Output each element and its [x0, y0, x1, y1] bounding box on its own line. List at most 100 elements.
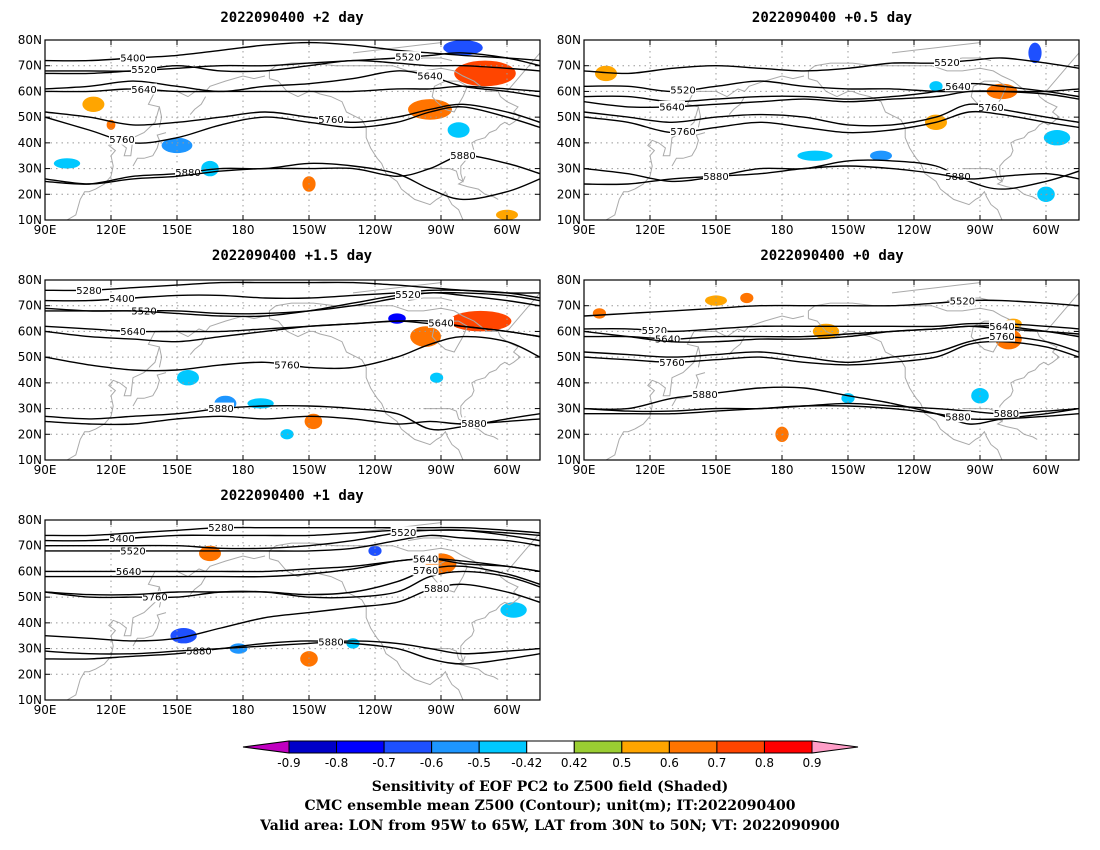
lon-tick-label: 150W [831, 223, 866, 237]
coastline [132, 132, 167, 167]
lat-tick-label: 60N [18, 84, 42, 98]
contour-line [584, 405, 1079, 421]
sensitivity-blob [740, 292, 754, 304]
colorbar-swatch [431, 740, 480, 754]
coastline [506, 532, 540, 572]
contour-label: 5760 [670, 127, 695, 138]
contour-line [45, 583, 540, 642]
lon-tick-label: 90E [34, 703, 57, 717]
lat-tick-label: 60N [557, 84, 581, 98]
contour-line [584, 159, 1079, 190]
contour-label-bg [131, 83, 157, 95]
contour-label: 5520 [642, 326, 667, 337]
lon-tick-label: 90E [34, 223, 57, 237]
gridlines [45, 520, 540, 700]
sensitivity-blob [705, 295, 727, 306]
coastline [891, 42, 981, 54]
coastline [269, 558, 464, 700]
lat-tick-label: 70N [18, 539, 42, 553]
contour-label-bg [186, 645, 212, 657]
colorbar-swatch [716, 740, 765, 754]
colorbar-tick-label: 0.42 [561, 756, 588, 770]
contour-label: 5400 [120, 54, 145, 65]
contour-label: 5880 [461, 419, 486, 430]
sensitivity-blob [592, 308, 607, 319]
contour-label-bg [412, 564, 439, 576]
lat-tick-label: 50N [18, 590, 42, 604]
contour-label-bg [945, 411, 971, 423]
caption-line-1: Sensitivity of EOF PC2 to Z500 field (Sh… [372, 779, 728, 795]
lon-tick-label: 90W [966, 463, 993, 477]
contour-label: 5520 [670, 86, 695, 97]
contour-label: 5880 [692, 390, 717, 401]
contour-label: 5880 [186, 647, 211, 658]
panel-title: 2022090400 +0 day [760, 248, 904, 264]
lon-tick-label: 120W [358, 463, 393, 477]
colorbar-tick-label: -0.6 [420, 756, 443, 770]
sensitivity-blob [870, 150, 892, 161]
contour-label: 5880 [208, 404, 233, 415]
contour-label-bg [450, 149, 476, 161]
contour-label: 5640 [945, 82, 970, 93]
contour-line [45, 570, 540, 599]
lat-tick-label: 80N [18, 513, 42, 527]
lat-tick-label: 20N [18, 667, 42, 681]
lat-tick-label: 70N [557, 59, 581, 73]
contour-label-bg [659, 356, 685, 368]
contour-label-bg [318, 636, 344, 648]
sensitivity-blob [430, 372, 444, 383]
lat-tick-label: 30N [557, 402, 581, 416]
contour-label: 5640 [417, 72, 442, 83]
lat-tick-label: 50N [557, 350, 581, 364]
lat-tick-label: 80N [18, 33, 42, 47]
colorbar-max-triangle [811, 740, 859, 754]
lat-tick-label: 70N [557, 299, 581, 313]
coastline [66, 555, 266, 700]
colorbar: -0.9 -0.8 -0.7 -0.6 -0.5 -0.42 0.42 0.5 0.6 0.7 0.… [242, 740, 859, 770]
lon-tick-label: 150E [701, 463, 732, 477]
sensitivity-blob [496, 209, 518, 220]
lat-tick-label: 60N [18, 564, 42, 578]
contour-label-bg [76, 284, 102, 296]
sensitivity-blob [170, 628, 197, 644]
sensitivity-blob [595, 65, 617, 82]
panel-title: 2022090400 +1.5 day [212, 248, 373, 264]
contour-label: 5640 [428, 318, 453, 329]
colorbar-swatch [336, 740, 385, 754]
contour-label-bg [318, 113, 344, 125]
caption: Sensitivity of EOF PC2 to Z500 field (Sh… [259, 779, 840, 834]
contour-label-bg [461, 417, 487, 429]
lat-tick-label: 40N [18, 136, 42, 150]
sensitivity-blob [82, 96, 105, 112]
contour-label-bg [670, 125, 696, 137]
lat-tick-label: 60N [557, 324, 581, 338]
coastline [728, 96, 746, 115]
lat-tick-label: 40N [557, 376, 581, 390]
coastline [189, 96, 207, 115]
contour-label-bg [131, 304, 157, 316]
axis-ticks: 10N 20N 30N 40N 50N 60N 70N 80N 90E 120E 150E 180 15… [557, 273, 1079, 477]
coastline [132, 612, 167, 647]
contour-label-bg [120, 52, 146, 63]
lat-tick-label: 50N [557, 110, 581, 124]
lon-tick-label: 180 [771, 223, 794, 237]
lat-tick-label: 30N [557, 162, 581, 176]
lon-tick-label: 150E [162, 223, 193, 237]
sensitivity-blob [53, 158, 81, 169]
lat-tick-label: 30N [18, 162, 42, 176]
coastline [996, 416, 1038, 440]
lat-tick-label: 30N [18, 402, 42, 416]
lon-tick-label: 150W [292, 463, 327, 477]
colorbar-swatch [621, 740, 670, 754]
contour-label: 5400 [109, 294, 134, 305]
sensitivity-blob [929, 81, 943, 92]
sensitivity-blob [454, 60, 516, 87]
map-frame [44, 39, 541, 221]
lon-tick-label: 150W [292, 223, 327, 237]
axis-ticks: 10N 20N 30N 40N 50N 60N 70N 80N 90E 120E 150E 180 15… [18, 273, 540, 477]
lat-tick-label: 20N [18, 427, 42, 441]
contour-label-bg [654, 332, 681, 344]
lat-tick-label: 80N [557, 273, 581, 287]
coastline [506, 52, 540, 92]
